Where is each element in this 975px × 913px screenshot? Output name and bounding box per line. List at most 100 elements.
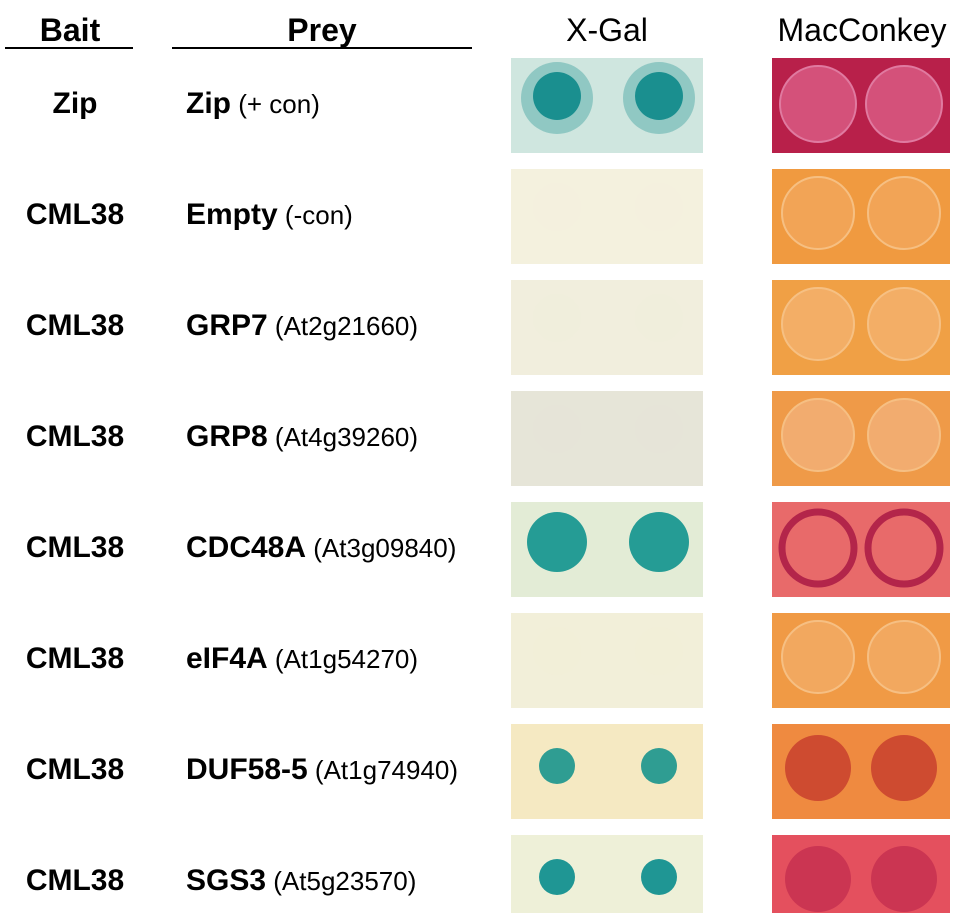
macconkey-plate-image <box>772 724 950 819</box>
xgal-spot <box>629 512 689 572</box>
xgal-spot <box>533 405 581 453</box>
header-prey: Prey <box>287 12 357 48</box>
xgal-plate <box>511 835 703 913</box>
macconkey-spot <box>785 735 851 801</box>
macconkey-plate <box>772 391 950 486</box>
prey-label: Empty (-con) <box>186 197 353 233</box>
xgal-plate-image <box>511 169 703 264</box>
prey-name: GRP8 <box>186 420 268 453</box>
macconkey-spot <box>781 620 855 694</box>
bait-label: CML38 <box>25 198 125 231</box>
macconkey-spot <box>867 287 941 361</box>
bait-label: CML38 <box>25 642 125 675</box>
xgal-spot <box>635 72 683 120</box>
assay-row: CML38 GRP8 (At4g39260) <box>0 391 975 486</box>
prey-locus: (+ con) <box>231 89 320 119</box>
macconkey-spot <box>871 735 937 801</box>
macconkey-plate-image <box>772 502 950 597</box>
prey-locus: (At2g21660) <box>267 311 419 341</box>
xgal-background <box>511 613 703 708</box>
macconkey-plate-image <box>772 391 950 486</box>
macconkey-plate <box>772 724 950 819</box>
macconkey-spot <box>867 398 941 472</box>
bait-label: Zip <box>52 87 98 120</box>
macconkey-spot <box>867 620 941 694</box>
prey-locus: (At5g23570) <box>266 866 417 896</box>
bait-label: CML38 <box>25 864 125 897</box>
xgal-plate-image <box>511 835 703 913</box>
assay-row: CML38 SGS3 (At5g23570) <box>0 835 975 913</box>
xgal-background <box>511 280 703 375</box>
xgal-plate <box>511 280 703 375</box>
prey-label: Zip (+ con) <box>186 86 320 122</box>
header-xgal: X-Gal <box>566 12 648 48</box>
xgal-plate-image <box>511 502 703 597</box>
xgal-background <box>511 169 703 264</box>
xgal-plate <box>511 613 703 708</box>
xgal-spot <box>641 748 677 784</box>
header-macconkey: MacConkey <box>777 12 947 48</box>
xgal-plate-image <box>511 613 703 708</box>
macconkey-plate-image <box>772 835 950 913</box>
prey-label: SGS3 (At5g23570) <box>186 863 416 899</box>
macconkey-spot <box>781 287 855 361</box>
xgal-spot <box>635 627 683 675</box>
bait-label: CML38 <box>25 531 125 564</box>
prey-name: Empty <box>186 198 278 231</box>
header-bait-underline <box>5 47 133 49</box>
prey-name: CDC48A <box>186 531 307 564</box>
prey-name: GRP7 <box>186 309 268 342</box>
header-prey-underline <box>172 47 472 49</box>
macconkey-spot <box>781 176 855 250</box>
prey-label: GRP8 (At4g39260) <box>186 419 418 455</box>
macconkey-plate-image <box>772 280 950 375</box>
assay-row: CML38 CDC48A (At3g09840) <box>0 502 975 597</box>
macconkey-spot <box>778 508 858 588</box>
prey-name: eIF4A <box>186 642 268 675</box>
macconkey-plate <box>772 280 950 375</box>
macconkey-spot <box>871 846 937 912</box>
macconkey-spot <box>865 65 943 143</box>
xgal-plate <box>511 58 703 153</box>
macconkey-plate <box>772 169 950 264</box>
xgal-spot <box>533 294 581 342</box>
xgal-spot <box>635 183 683 231</box>
assay-row: Zip Zip (+ con) <box>0 58 975 153</box>
xgal-spot <box>533 72 581 120</box>
macconkey-plate-image <box>772 169 950 264</box>
xgal-spot <box>539 748 575 784</box>
macconkey-plate <box>772 835 950 913</box>
bait-label: CML38 <box>25 309 125 342</box>
xgal-spot <box>635 294 683 342</box>
prey-label: eIF4A (At1g54270) <box>186 641 418 677</box>
xgal-spot <box>641 859 677 895</box>
assay-row: CML38 GRP7 (At2g21660) <box>0 280 975 375</box>
macconkey-spot <box>785 846 851 912</box>
xgal-plate-image <box>511 391 703 486</box>
xgal-plate <box>511 391 703 486</box>
prey-label: GRP7 (At2g21660) <box>186 308 418 344</box>
xgal-plate-image <box>511 280 703 375</box>
prey-label: DUF58-5 (At1g74940) <box>186 752 458 788</box>
xgal-plate-image <box>511 724 703 819</box>
macconkey-spot <box>867 176 941 250</box>
prey-locus: (At3g09840) <box>306 533 457 563</box>
macconkey-plate-image <box>772 613 950 708</box>
bait-label: CML38 <box>25 420 125 453</box>
macconkey-spot <box>779 65 857 143</box>
xgal-plate <box>511 502 703 597</box>
xgal-spot <box>533 183 581 231</box>
assay-row: CML38 DUF58-5 (At1g74940) <box>0 724 975 819</box>
macconkey-spot <box>781 398 855 472</box>
macconkey-plate <box>772 58 950 153</box>
macconkey-spot <box>864 508 944 588</box>
assay-row: CML38 Empty (-con) <box>0 169 975 264</box>
xgal-plate-image <box>511 58 703 153</box>
prey-locus: (At4g39260) <box>267 422 419 452</box>
header-bait: Bait <box>39 12 101 48</box>
macconkey-plate <box>772 613 950 708</box>
xgal-background <box>511 391 703 486</box>
macconkey-plate-image <box>772 58 950 153</box>
xgal-spot <box>539 859 575 895</box>
